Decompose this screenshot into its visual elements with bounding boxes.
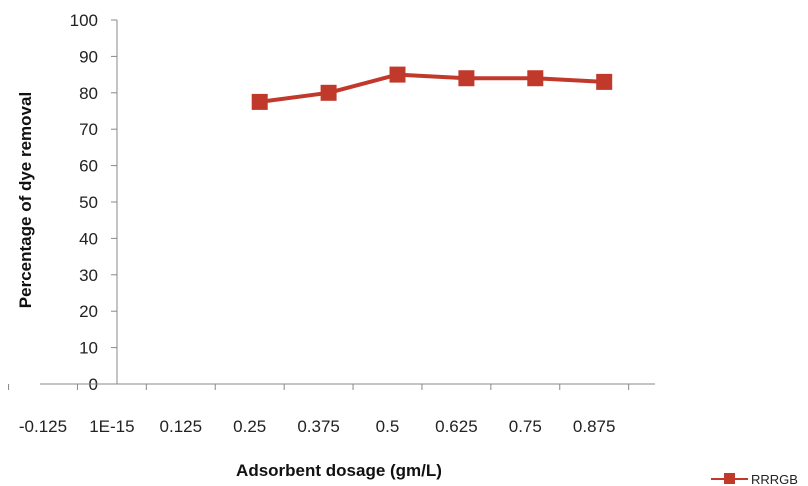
x-tick-label: 0.25 <box>233 417 266 436</box>
y-tick-label: 100 <box>70 11 98 30</box>
series-line <box>259 72 605 104</box>
y-tick-label: 70 <box>79 120 98 139</box>
data-point-marker <box>458 70 475 87</box>
y-tick-label: 30 <box>79 266 98 285</box>
x-tick-label: 1E-15 <box>89 417 134 436</box>
x-tick-label: 0.625 <box>435 417 478 436</box>
y-tick-label: 10 <box>79 339 98 358</box>
y-tick-label: 80 <box>79 84 98 103</box>
data-point-marker <box>251 93 268 110</box>
x-tick-label: -0.125 <box>19 417 67 436</box>
x-tick-label: 0.5 <box>376 417 400 436</box>
y-axis-title: Percentage of dye removal <box>16 92 35 308</box>
y-tick-label: 60 <box>79 157 98 176</box>
legend: RRRGB <box>711 472 798 486</box>
data-point-marker <box>320 84 337 101</box>
y-tick-label: 40 <box>79 229 98 248</box>
y-tick-label: 20 <box>79 302 98 321</box>
y-tick-label: 90 <box>79 47 98 66</box>
x-tick-label: 0.75 <box>509 417 542 436</box>
x-tick-label: 0.375 <box>297 417 340 436</box>
x-axis: -0.125 1E-15 0.125 0.25 0.375 0.5 0.625 0.75 0.8… <box>8 383 655 436</box>
x-tick-label: 0.125 <box>160 417 203 436</box>
legend-label: RRRGB <box>751 472 798 486</box>
y-tick-label: 50 <box>79 193 98 212</box>
data-point-marker <box>596 73 613 90</box>
x-tick-label: 0.875 <box>573 417 616 436</box>
data-point-marker <box>527 70 544 87</box>
x-axis-title: Adsorbent dosage (gm/L) <box>236 461 442 480</box>
series-layer <box>251 66 613 110</box>
data-point-marker <box>389 66 406 83</box>
legend-marker-swatch <box>724 473 735 484</box>
